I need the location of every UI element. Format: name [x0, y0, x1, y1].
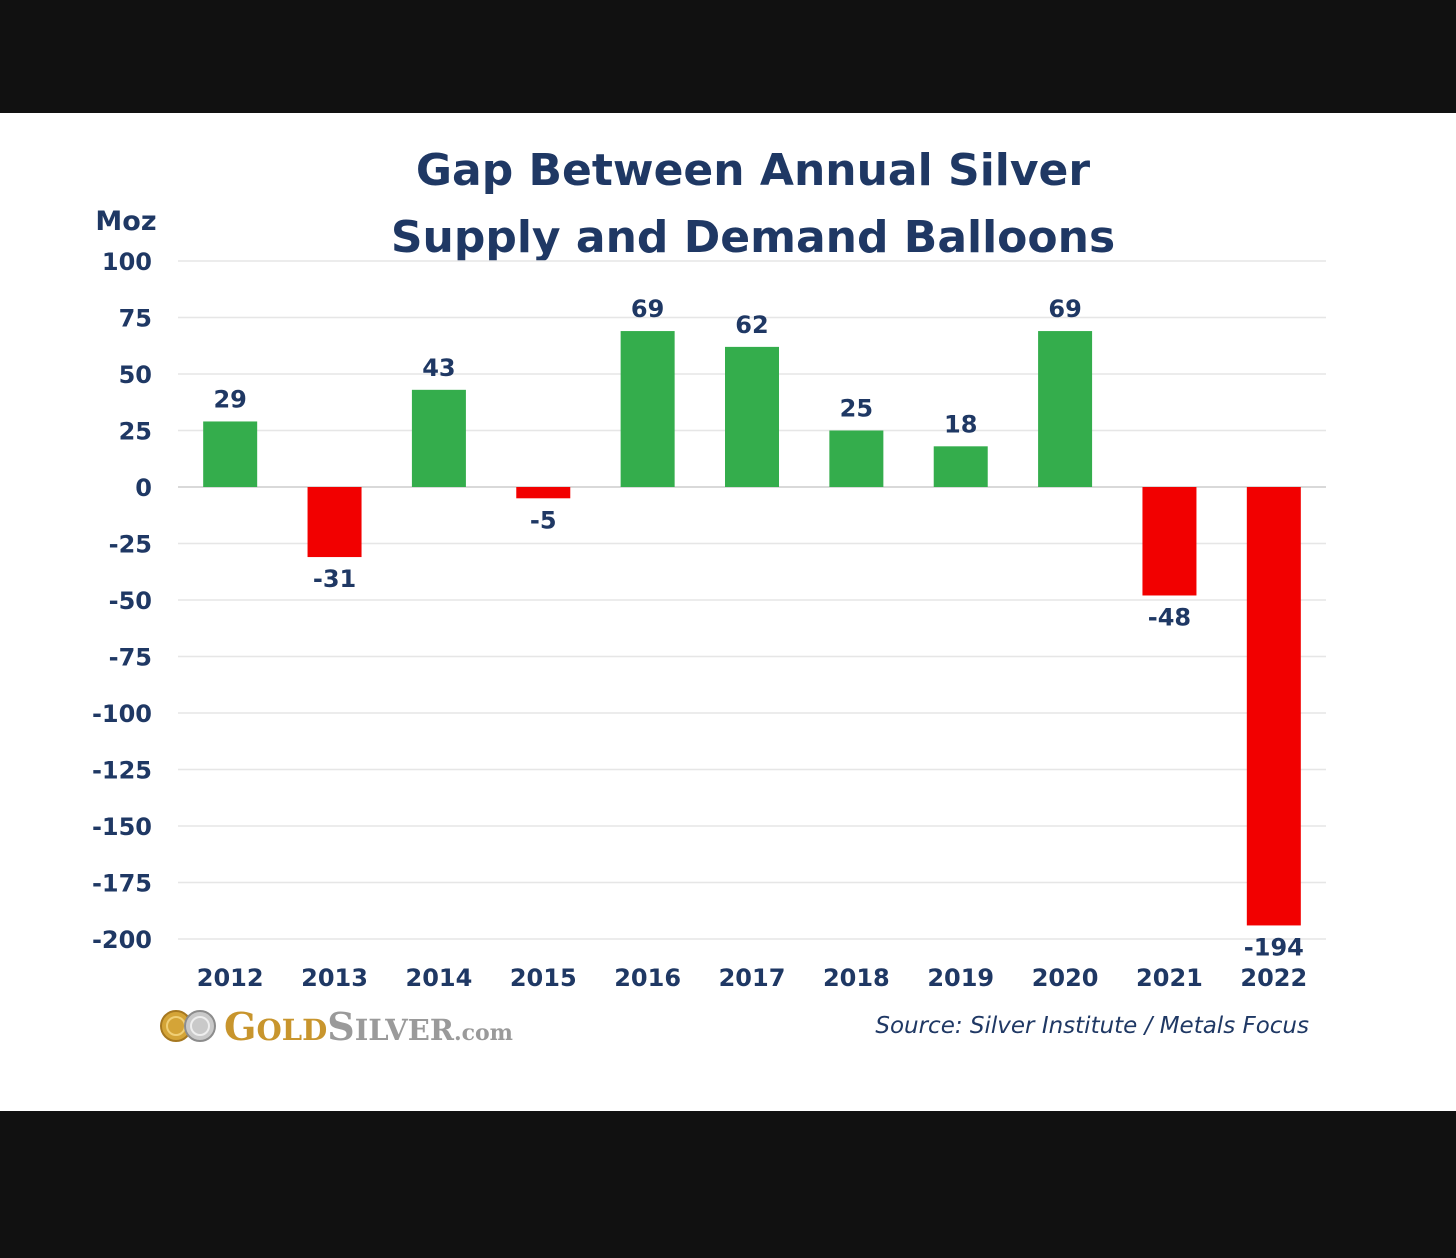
- bar-2015: [516, 487, 571, 499]
- y-tick-label: -75: [109, 644, 152, 672]
- data-label-2015: -5: [530, 506, 557, 534]
- chart-title-line-2: Supply and Demand Balloons: [391, 212, 1115, 263]
- bar-chart: Gap Between Annual Silver Supply and Dem…: [92, 145, 1326, 1049]
- x-tick-label: 2014: [406, 964, 473, 992]
- y-tick-label: 0: [135, 474, 152, 502]
- logo-silver-rest: ILVER: [355, 1013, 455, 1047]
- bar-2022: [1246, 487, 1301, 926]
- logo-suffix: .com: [454, 1020, 513, 1046]
- bar-2017: [725, 346, 779, 487]
- chart-title-line-1: Gap Between Annual Silver: [416, 145, 1091, 196]
- x-tick-label: 2020: [1032, 964, 1099, 992]
- bar-2012: [203, 421, 258, 487]
- data-label-2017: 62: [735, 311, 768, 339]
- data-label-2013: -31: [313, 565, 356, 593]
- data-label-2018: 25: [840, 395, 873, 423]
- y-tick-label: 25: [119, 418, 152, 446]
- x-tick-label: 2015: [510, 964, 577, 992]
- x-tick-label: 2018: [823, 964, 890, 992]
- data-label-2012: 29: [213, 385, 246, 413]
- bar-2016: [620, 331, 675, 487]
- x-tick-label: 2021: [1136, 964, 1203, 992]
- x-tick-label: 2017: [719, 964, 786, 992]
- data-labels: 29 -31 43 -5 69 62 25 18 69 -48 -194: [213, 295, 1303, 961]
- y-tick-label: -50: [109, 587, 152, 615]
- data-label-2016: 69: [631, 295, 664, 323]
- y-tick-label: 100: [102, 248, 152, 276]
- goldsilver-logo: GOLDSILVER.com: [160, 1004, 513, 1049]
- bar-2014: [411, 389, 466, 487]
- data-label-2022: -194: [1244, 933, 1304, 961]
- y-tick-label: -25: [109, 531, 152, 559]
- source-note: Source: Silver Institute / Metals Focus: [875, 1013, 1309, 1039]
- bar-2019: [933, 446, 988, 487]
- logo-gold-initial: G: [224, 1004, 256, 1049]
- bar-2021: [1142, 487, 1197, 596]
- x-tick-label: 2012: [197, 964, 264, 992]
- y-axis-ticks: 100 75 50 25 0 -25 -50 -75 -100 -125 -150 -175 -200: [92, 248, 152, 954]
- chart-panel: Gap Between Annual Silver Supply and Dem…: [0, 113, 1456, 1111]
- bar-2018: [829, 430, 884, 487]
- y-tick-label: 75: [119, 305, 152, 333]
- y-tick-label: -100: [92, 700, 152, 728]
- bar-2013: [307, 487, 362, 558]
- y-tick-label: -125: [92, 757, 152, 785]
- logo-gold-rest: OLD: [256, 1013, 327, 1047]
- x-tick-label: 2016: [614, 964, 681, 992]
- data-label-2019: 18: [944, 410, 977, 438]
- x-axis-ticks: 2012 2013 2014 2015 2016 2017 2018 2019 2020 2021…: [197, 964, 1307, 992]
- y-tick-label: -200: [92, 926, 152, 954]
- data-label-2014: 43: [422, 354, 455, 382]
- svg-text:GOLDSILVER.com: GOLDSILVER.com: [224, 1004, 513, 1049]
- x-tick-label: 2019: [927, 964, 994, 992]
- data-label-2020: 69: [1048, 295, 1081, 323]
- x-tick-label: 2022: [1240, 964, 1307, 992]
- logo-silver-initial: S: [327, 1004, 354, 1049]
- coins-icon: [160, 1010, 216, 1042]
- y-tick-label: -150: [92, 813, 152, 841]
- y-axis-unit-label: Moz: [95, 206, 156, 237]
- y-tick-label: -175: [92, 870, 152, 898]
- data-label-2021: -48: [1148, 603, 1191, 631]
- y-tick-label: 50: [119, 361, 152, 389]
- bar-2020: [1038, 331, 1093, 487]
- x-tick-label: 2013: [301, 964, 368, 992]
- bars: [203, 331, 1301, 926]
